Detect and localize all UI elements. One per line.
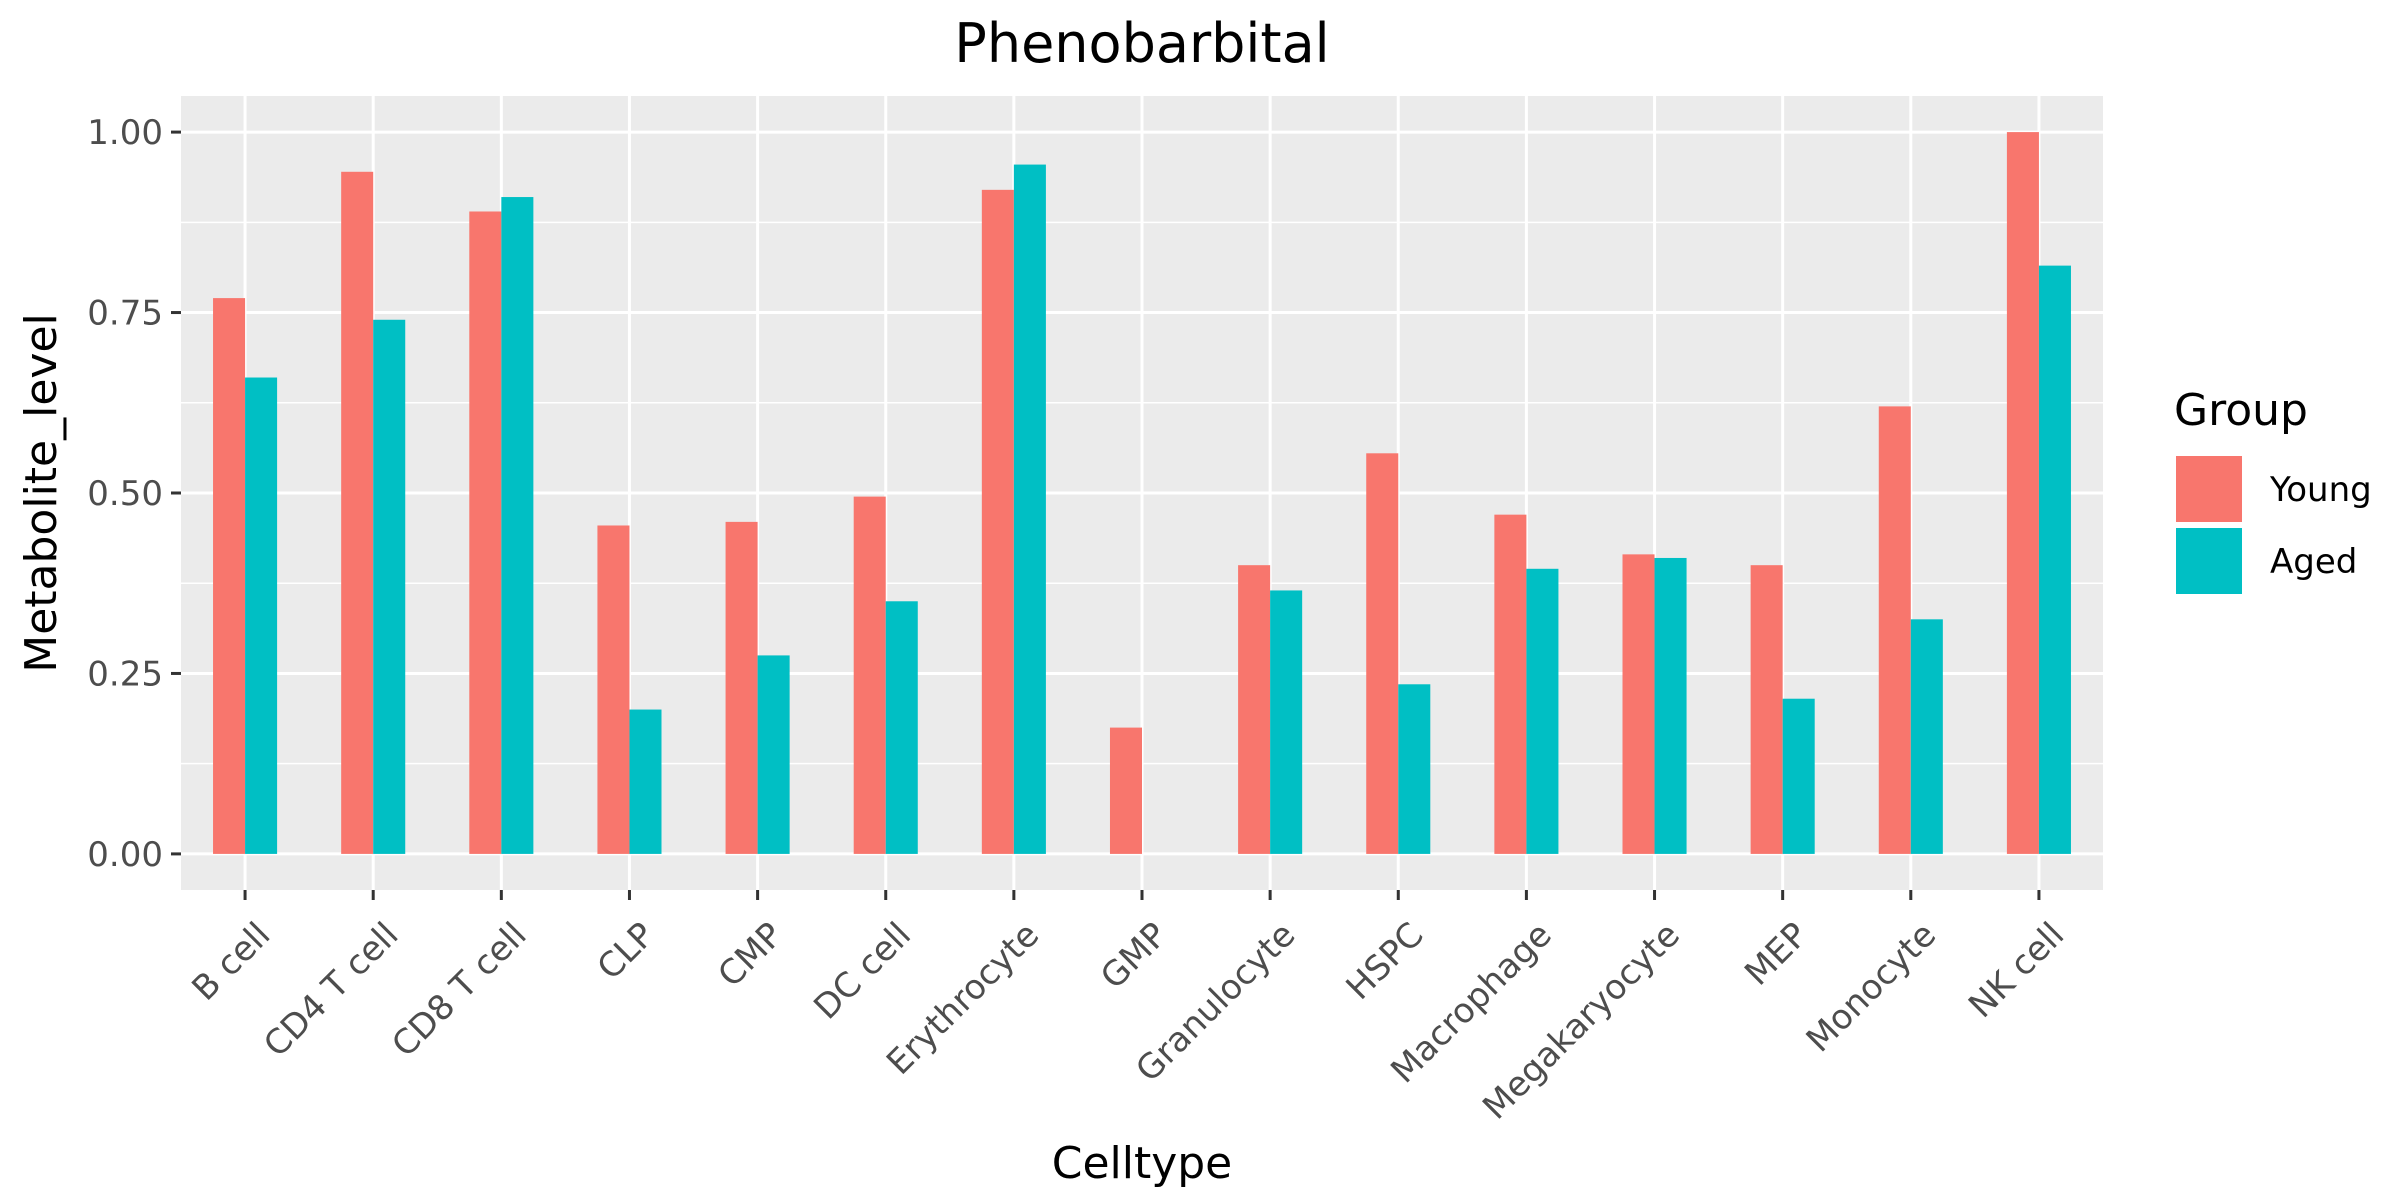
bar-young-cd8-t-cell	[469, 211, 502, 854]
y-tick-label: 0.75	[87, 294, 163, 334]
x-tick-label: Monocyte	[1799, 915, 1944, 1060]
bar-aged-cmp	[757, 655, 790, 854]
bar-aged-megakaryocyte	[1654, 557, 1687, 854]
legend-key-young	[2176, 456, 2242, 522]
x-tick-label: NK cell	[1961, 915, 2072, 1026]
legend-label-young: Young	[2269, 470, 2372, 510]
bar-aged-monocyte	[1910, 619, 1943, 854]
bar-aged-granulocyte	[1270, 590, 1303, 854]
bar-aged-dc-cell	[885, 601, 918, 854]
bar-young-mep	[1750, 565, 1783, 854]
bar-aged-hspc	[1398, 684, 1431, 854]
bar-young-megakaryocyte	[1622, 554, 1655, 854]
bar-aged-nk-cell	[2038, 265, 2071, 854]
bar-young-macrophage	[1494, 514, 1527, 854]
legend-key-aged	[2176, 528, 2242, 594]
bars	[213, 132, 2071, 854]
legend-title: Group	[2174, 385, 2308, 436]
y-axis-title: Metabolite_level	[16, 313, 67, 673]
bar-young-clp	[597, 525, 630, 854]
bar-aged-clp	[629, 709, 662, 854]
bar-young-b-cell	[213, 298, 246, 854]
chart-title: Phenobarbital	[954, 12, 1329, 75]
x-tick-label: DC cell	[806, 915, 919, 1028]
bar-young-gmp	[1109, 727, 1142, 854]
legend: Group Young Aged	[2174, 385, 2372, 594]
x-tick-label: CD4 T cell	[256, 915, 406, 1065]
bar-young-dc-cell	[853, 496, 886, 854]
legend-label-aged: Aged	[2270, 542, 2357, 582]
x-tick-label: CMP	[710, 915, 790, 995]
bar-young-hspc	[1366, 453, 1399, 854]
bar-young-nk-cell	[2006, 132, 2039, 854]
x-tick-label: CD8 T cell	[384, 915, 534, 1065]
y-tick-label: 0.50	[87, 474, 163, 514]
bar-young-granulocyte	[1238, 565, 1271, 854]
bar-aged-erythrocyte	[1013, 164, 1046, 854]
bar-aged-macrophage	[1526, 568, 1559, 854]
bar-young-cmp	[725, 521, 758, 854]
x-tick-label: GMP	[1093, 915, 1175, 997]
bar-aged-mep	[1782, 698, 1815, 854]
bar-young-cd4-t-cell	[341, 171, 374, 854]
x-tick-label: MEP	[1737, 915, 1816, 994]
x-tick-label: HSPC	[1339, 915, 1432, 1008]
bar-aged-cd4-t-cell	[373, 319, 406, 854]
y-tick-label: 0.25	[87, 654, 163, 694]
x-axis-title: Celltype	[1052, 1138, 1233, 1189]
y-axis: 0.00 0.25 0.50 0.75 1.00	[87, 113, 181, 875]
bar-aged-cd8-t-cell	[501, 197, 534, 854]
bar-aged-b-cell	[245, 377, 278, 854]
y-tick-label: 1.00	[87, 113, 163, 153]
bar-young-erythrocyte	[981, 189, 1014, 854]
y-tick-label: 0.00	[87, 835, 163, 875]
bar-young-monocyte	[1878, 406, 1911, 854]
x-tick-label: CLP	[590, 915, 663, 988]
x-tick-label: B cell	[184, 915, 278, 1009]
